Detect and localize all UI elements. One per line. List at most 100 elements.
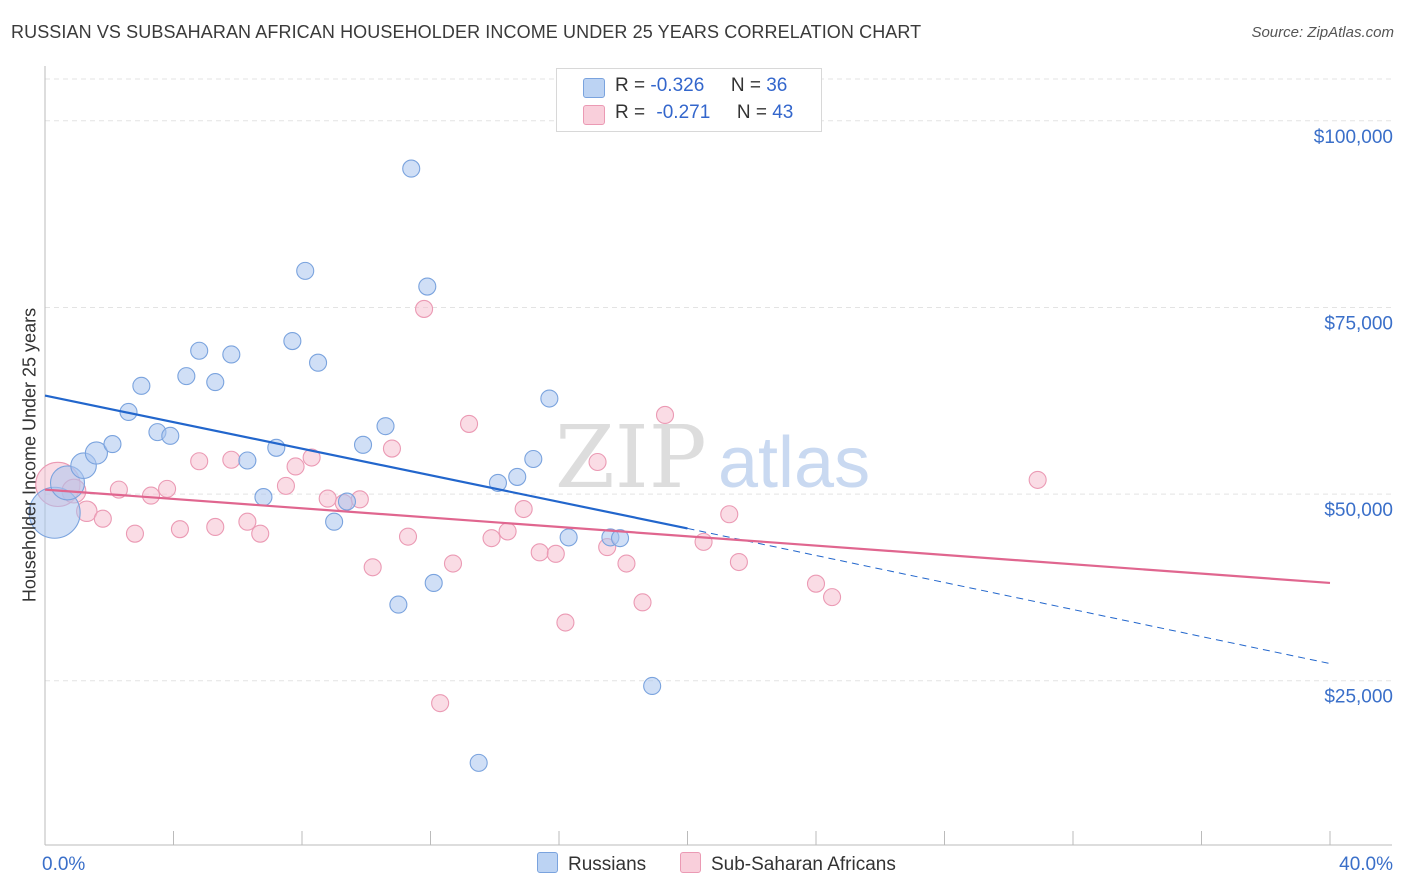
- russians-point: [402, 159, 421, 178]
- subsaharan-point: [823, 588, 842, 607]
- subsaharan-point: [170, 520, 189, 539]
- chart-title: RUSSIAN VS SUBSAHARAN AFRICAN HOUSEHOLDE…: [11, 22, 922, 42]
- russians-point: [309, 353, 328, 372]
- russians-legend-swatch: [537, 852, 558, 873]
- r-value-subsaharan: -0.271: [656, 102, 711, 123]
- russians-point: [238, 451, 257, 470]
- russians-legend-label: Russians: [568, 854, 647, 875]
- subsaharan-trend-line: [44, 488, 1331, 585]
- subsaharan-swatch: [583, 105, 605, 125]
- russians-point: [376, 417, 395, 436]
- russians-point: [337, 492, 357, 511]
- russians-point: [84, 441, 108, 465]
- y-tick-label: $50,000: [1324, 500, 1393, 521]
- subsaharan-point: [286, 457, 305, 476]
- subsaharan-point: [546, 544, 565, 563]
- russians-point: [190, 341, 209, 360]
- russians-point: [132, 376, 151, 395]
- axes: [44, 66, 1392, 846]
- russians-trend-line: [44, 394, 688, 530]
- stats-legend: R = -0.326 N = 36 R = -0.271 N = 43: [556, 68, 822, 132]
- subsaharan-point: [431, 694, 450, 713]
- russians-point: [488, 473, 508, 492]
- subsaharan-point: [158, 479, 177, 498]
- subsaharan-legend-label: Sub-Saharan Africans: [711, 854, 896, 875]
- subsaharan-point: [655, 405, 675, 425]
- subsaharan-point: [302, 448, 321, 467]
- subsaharan-point: [93, 509, 112, 528]
- subsaharan-point: [729, 552, 748, 572]
- subsaharan-point: [318, 489, 337, 508]
- subsaharan-point: [498, 522, 517, 541]
- trend-lines: [44, 394, 1331, 665]
- russians-point: [610, 529, 630, 548]
- gridlines: [45, 78, 1392, 682]
- subsaharan-point: [530, 543, 549, 562]
- legend-item-russians: Russians: [537, 852, 646, 876]
- subsaharan-point: [1028, 470, 1047, 489]
- subsaharan-point: [806, 574, 826, 593]
- subsaharan-point: [443, 554, 463, 573]
- subsaharan-point: [556, 613, 575, 632]
- russians-point: [103, 435, 122, 454]
- source-label: Source: ZipAtlas.com: [1251, 24, 1394, 41]
- subsaharan-point: [459, 414, 479, 433]
- subsaharan-point: [251, 524, 270, 543]
- russians-point: [325, 512, 344, 531]
- r-value-russians: -0.326: [650, 75, 705, 96]
- y-tick-label: $100,000: [1314, 127, 1393, 148]
- x-tick-label: 0.0%: [42, 854, 85, 875]
- subsaharan-point: [482, 529, 501, 548]
- russians-point: [540, 389, 559, 408]
- russians-trend-extension: [687, 527, 1331, 665]
- russians-point: [559, 528, 578, 547]
- russians-point: [424, 573, 443, 592]
- r-label: R =: [615, 75, 646, 96]
- russians-point: [296, 261, 315, 280]
- data-points: [28, 159, 1047, 772]
- russians-point: [643, 676, 662, 696]
- n-label: N =: [736, 102, 767, 123]
- russians-point: [389, 595, 408, 614]
- n-value-russians: 36: [766, 75, 788, 96]
- y-tick-label: $25,000: [1324, 687, 1393, 708]
- subsaharan-point: [617, 554, 636, 573]
- russians-point: [161, 426, 180, 445]
- subsaharan-point: [363, 558, 382, 577]
- n-value-subsaharan: 43: [772, 102, 794, 123]
- x-tick-label: 40.0%: [1339, 854, 1393, 875]
- russians-point: [353, 435, 373, 454]
- watermark-atlas: atlas: [718, 423, 870, 503]
- y-tick-label: $75,000: [1324, 313, 1393, 334]
- subsaharan-point: [125, 524, 144, 543]
- russians-point: [206, 373, 225, 392]
- russians-point: [508, 467, 527, 486]
- russians-point: [222, 345, 241, 364]
- russians-point: [469, 753, 488, 772]
- y-axis-label: Householder Income Under 25 years: [19, 307, 40, 603]
- watermark-zip: ZIP: [555, 408, 707, 508]
- subsaharan-point: [588, 452, 607, 472]
- subsaharan-point: [514, 499, 533, 519]
- subsaharan-point: [190, 452, 209, 471]
- subsaharan-legend-swatch: [680, 852, 701, 873]
- russians-point: [283, 331, 302, 351]
- subsaharan-point: [398, 527, 418, 546]
- subsaharan-point: [206, 517, 225, 536]
- subsaharan-point: [633, 593, 652, 612]
- subsaharan-point: [238, 512, 257, 531]
- subsaharan-point: [222, 450, 241, 469]
- russians-point: [524, 449, 543, 469]
- subsaharan-point: [720, 505, 739, 524]
- russians-point: [177, 367, 196, 386]
- subsaharan-point: [276, 476, 295, 495]
- russians-swatch: [583, 78, 605, 98]
- r-label: R =: [615, 102, 646, 123]
- tick-labels: $25,000 $50,000 $75,000 $100,000 0.0% 40.0%: [42, 127, 1393, 875]
- russians-point: [254, 488, 273, 507]
- n-label: N =: [730, 75, 761, 96]
- watermark: ZIP atlas: [555, 408, 870, 508]
- legend-item-subsaharan: Sub-Saharan Africans: [680, 852, 896, 876]
- subsaharan-point: [382, 439, 402, 458]
